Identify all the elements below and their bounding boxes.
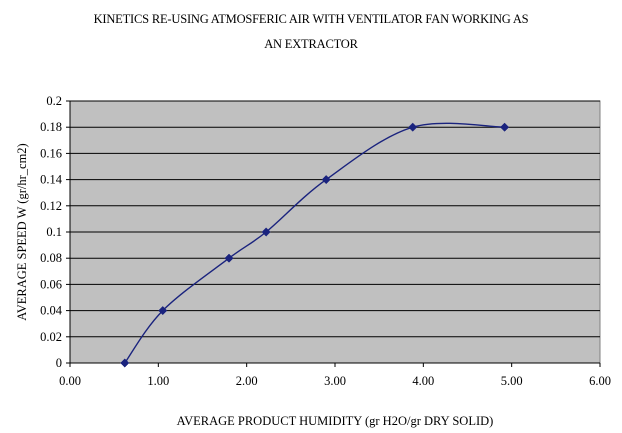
y-tick-label-5: 0.1: [46, 225, 62, 239]
y-tick-label-6: 0.12: [40, 199, 62, 213]
x-tick-label-0: 0.00: [59, 374, 81, 388]
data-point-2: [224, 253, 234, 263]
y-tick-label-0: 0: [56, 356, 62, 370]
data-series: [120, 122, 510, 368]
y-tick-label-7: 0.14: [40, 173, 63, 187]
x-tick-label-6: 6.00: [589, 374, 611, 388]
x-tick-label-5: 5.00: [501, 374, 523, 388]
chart-title-line-1: KINETICS RE-USING ATMOSFERIC AIR WITH VE…: [94, 12, 529, 26]
x-axis-ticks: 0.00 1.00 2.00 3.00 4.00 5.00 6.00: [59, 363, 611, 388]
data-point-6: [500, 122, 510, 132]
x-tick-label-1: 1.00: [147, 374, 169, 388]
chart-title-line-2: AN EXTRACTOR: [264, 37, 358, 51]
data-point-3: [261, 227, 271, 237]
x-tick-label-2: 2.00: [236, 374, 258, 388]
y-axis-label: AVERAGE SPEED W (gr/hr_cm2): [15, 143, 29, 320]
data-point-1: [158, 306, 168, 316]
y-tick-label-3: 0.06: [40, 277, 62, 291]
data-point-5: [408, 122, 418, 132]
y-tick-label-9: 0.18: [40, 120, 62, 134]
data-point-4: [321, 175, 331, 185]
y-tick-label-8: 0.16: [40, 146, 62, 160]
chart-title: KINETICS RE-USING ATMOSFERIC AIR WITH VE…: [94, 12, 529, 51]
y-tick-label-2: 0.04: [40, 304, 63, 318]
y-tick-label-1: 0.02: [40, 330, 62, 344]
x-tick-label-3: 3.00: [324, 374, 346, 388]
y-tick-label-10: 0.2: [46, 94, 62, 108]
y-axis-ticks: 0 0.02 0.04 0.06 0.08 0.1 0.12 0.14 0.16 0.18 0.2: [40, 94, 70, 370]
data-point-0: [120, 358, 130, 368]
x-tick-label-4: 4.00: [412, 374, 434, 388]
x-axis-label: AVERAGE PRODUCT HUMIDITY (gr H2O/gr DRY …: [177, 414, 494, 428]
y-tick-label-4: 0.08: [40, 251, 62, 265]
